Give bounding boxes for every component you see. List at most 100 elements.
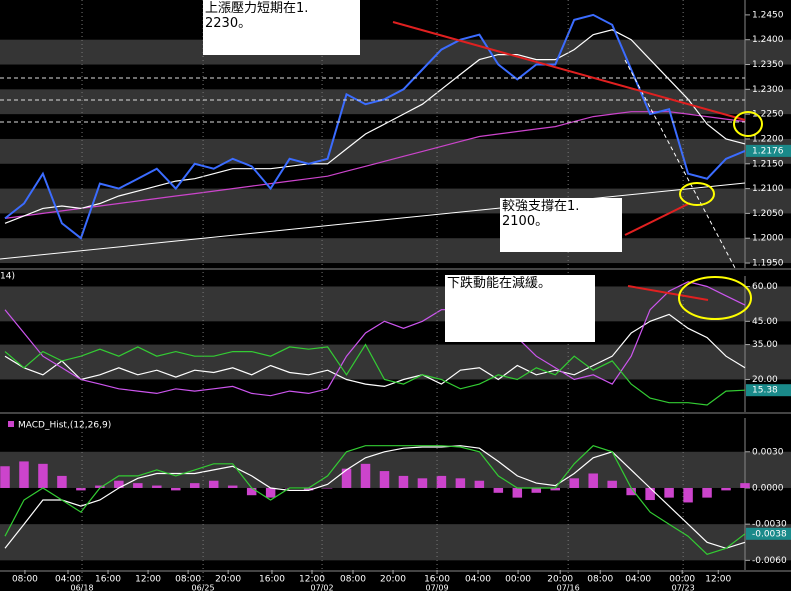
x-tick-label: 08:00	[175, 575, 201, 585]
bar	[512, 487, 523, 498]
bar	[152, 485, 162, 488]
grid-band	[0, 524, 791, 561]
annotation: 較強支撐在1. 2100。	[500, 198, 622, 252]
y-tick-label: 1.2000	[752, 234, 784, 244]
y-tick-label: 1.2400	[752, 35, 784, 45]
bar	[38, 463, 48, 488]
grid-band	[0, 138, 791, 164]
date-label: 07/02	[311, 584, 334, 591]
y-tick-label: -0.0060	[752, 556, 787, 566]
bar	[322, 487, 333, 489]
bar	[227, 485, 238, 488]
bar	[19, 461, 29, 488]
annotation: 上漲壓力短期在1. 2230。	[203, 0, 360, 55]
y-tick-label: 0.0000	[752, 483, 784, 493]
last-value-label: -0.0038	[752, 529, 787, 539]
bar	[95, 485, 105, 488]
date-label: 07/09	[426, 584, 449, 591]
x-tick-label: 12:00	[705, 575, 731, 585]
bar	[246, 487, 257, 496]
bar	[379, 471, 390, 488]
bar	[417, 478, 428, 488]
bar	[721, 487, 731, 491]
grid-band	[0, 188, 791, 214]
x-tick-label: 00:00	[669, 575, 695, 585]
x-tick-label: 16:00	[95, 575, 121, 585]
grid-band	[0, 39, 791, 65]
bar	[265, 487, 276, 498]
bar	[550, 487, 560, 491]
y-tick-label: 1.2150	[752, 159, 784, 169]
y-tick-label: 60.00	[752, 282, 778, 292]
date-label: 07/23	[672, 584, 695, 591]
panel-label: 14)	[0, 272, 15, 282]
x-tick-label: 08:00	[340, 575, 366, 585]
last-value-box	[746, 384, 791, 397]
bar	[341, 468, 352, 488]
x-tick-label: 08:00	[12, 575, 38, 585]
bar	[398, 475, 409, 488]
annotation: 下跌動能在減緩。	[445, 275, 595, 342]
date-label: 06/18	[71, 584, 94, 591]
bar	[531, 487, 542, 493]
bar	[133, 483, 143, 488]
y-tick-label: 1.2350	[752, 60, 784, 70]
bar	[683, 487, 693, 503]
y-tick-label: 1.2250	[752, 110, 784, 120]
series-line	[4, 445, 746, 555]
bar	[0, 466, 10, 488]
bar	[474, 480, 485, 488]
y-tick-label: 20.00	[752, 375, 778, 385]
bar	[645, 487, 655, 501]
x-tick-label: 16:00	[259, 575, 285, 585]
bar	[664, 487, 674, 498]
legend-label: MACD_Hist,(12,26,9)	[18, 421, 111, 431]
y-tick-label: 35.00	[752, 340, 778, 350]
y-tick-label: 1.2300	[752, 85, 784, 95]
x-tick-label: 04:00	[465, 575, 491, 585]
bar	[436, 475, 447, 488]
bar	[208, 480, 219, 488]
y-tick-label: 0.0030	[752, 447, 784, 457]
series-line	[4, 445, 746, 549]
y-tick-label: -0.0030	[752, 520, 787, 530]
series-line	[4, 281, 746, 397]
date-label: 07/16	[557, 584, 580, 591]
date-label: 06/25	[192, 584, 215, 591]
bar	[171, 487, 181, 491]
bar	[740, 483, 750, 488]
x-tick-label: 20:00	[547, 575, 573, 585]
x-tick-label: 12:00	[135, 575, 161, 585]
x-tick-label: 00:00	[505, 575, 531, 585]
bar	[76, 487, 86, 491]
x-tick-label: 04:00	[625, 575, 651, 585]
y-tick-label: 1.1950	[752, 259, 784, 269]
y-tick-label: 45.00	[752, 317, 778, 327]
bar	[588, 473, 598, 488]
bar	[360, 463, 371, 488]
grid-band	[0, 344, 791, 380]
bar	[607, 480, 617, 488]
last-value-label: 15.38	[752, 386, 778, 396]
x-tick-label: 08:00	[587, 575, 613, 585]
series-line	[4, 343, 746, 406]
last-value-box	[746, 527, 791, 540]
grid-band	[0, 238, 791, 264]
x-tick-label: 16:00	[424, 575, 450, 585]
legend-swatch	[8, 421, 14, 427]
bar	[114, 480, 124, 488]
bar	[626, 487, 636, 496]
bar	[493, 487, 504, 493]
bar	[702, 487, 712, 498]
last-value-box	[746, 144, 791, 157]
series-line	[4, 313, 746, 388]
y-tick-label: 1.2050	[752, 209, 784, 219]
x-tick-label: 20:00	[215, 575, 241, 585]
y-tick-label: 1.2450	[752, 10, 784, 20]
x-tick-label: 12:00	[299, 575, 325, 585]
last-value-label: 1.2176	[752, 146, 784, 156]
bar	[455, 478, 466, 488]
bar	[569, 478, 579, 488]
